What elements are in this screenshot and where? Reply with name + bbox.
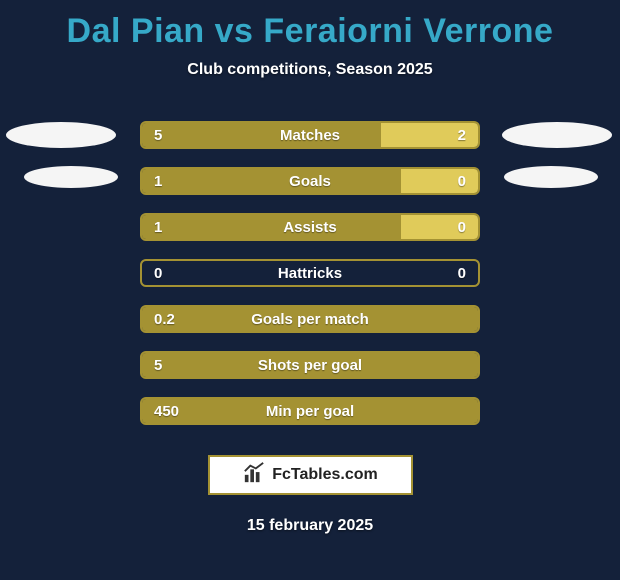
stat-row: 0.2Goals per match	[140, 305, 480, 333]
stat-label: Goals per match	[142, 307, 478, 331]
stat-label: Goals	[142, 169, 478, 193]
stat-row: 450Min per goal	[140, 397, 480, 425]
stat-value-right: 0	[458, 261, 466, 285]
stat-value-right: 2	[458, 123, 466, 147]
stat-value-right: 0	[458, 215, 466, 239]
stat-row: 5Matches2	[140, 121, 480, 149]
stats-rows: 5Matches21Goals01Assists00Hattricks00.2G…	[0, 121, 620, 425]
stat-row: 0Hattricks0	[140, 259, 480, 287]
stat-label: Matches	[142, 123, 478, 147]
stat-value-right: 0	[458, 169, 466, 193]
brand-text: FcTables.com	[272, 466, 378, 484]
brand-box: FcTables.com	[208, 455, 413, 495]
date-label: 15 february 2025	[0, 517, 620, 535]
subtitle: Club competitions, Season 2025	[0, 61, 620, 79]
stat-row: 5Shots per goal	[140, 351, 480, 379]
stat-row: 1Assists0	[140, 213, 480, 241]
stat-label: Assists	[142, 215, 478, 239]
stat-row: 1Goals0	[140, 167, 480, 195]
page-title: Dal Pian vs Feraiorni Verrone	[0, 0, 620, 51]
stat-label: Min per goal	[142, 399, 478, 423]
stat-label: Shots per goal	[142, 353, 478, 377]
chart-icon	[242, 462, 266, 489]
stat-label: Hattricks	[142, 261, 478, 285]
